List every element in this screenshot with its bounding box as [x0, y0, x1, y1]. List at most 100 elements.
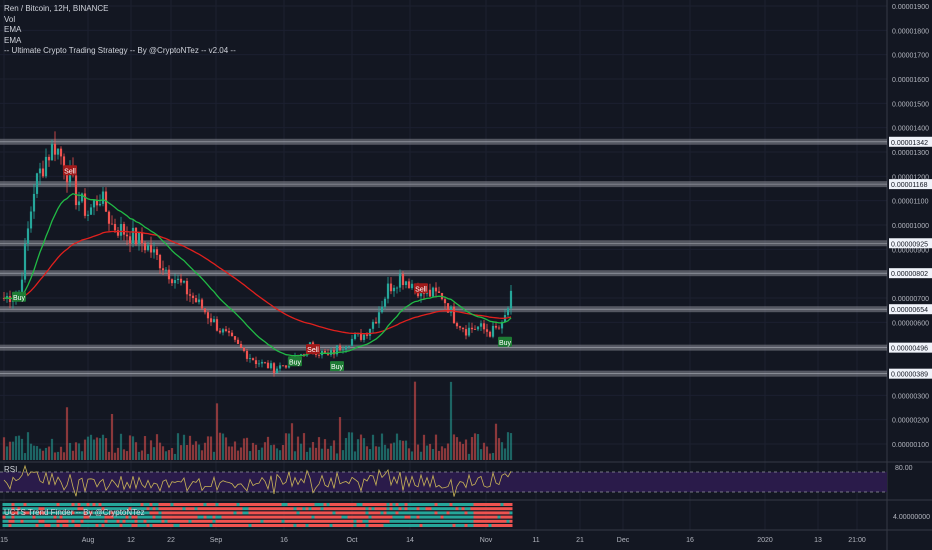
- trend-cell: [281, 524, 285, 527]
- trend-cell: [11, 503, 15, 506]
- trend-cell: [14, 519, 18, 523]
- trend-cell: [302, 519, 306, 523]
- legend-strategy[interactable]: -- Ultimate Crypto Trading Strategy -- B…: [4, 46, 236, 55]
- trend-cell: [296, 519, 300, 523]
- trend-cell: [41, 515, 45, 519]
- trend-cell: [32, 524, 36, 527]
- trend-cell: [506, 511, 510, 515]
- trend-cell: [230, 511, 234, 515]
- trend-cell: [92, 515, 96, 519]
- trend-cell: [416, 511, 420, 515]
- trend-cell: [53, 515, 57, 519]
- symbol-title[interactable]: Ren / Bitcoin, 12H, BINANCE: [4, 4, 109, 13]
- volume-bar: [488, 453, 492, 460]
- trend-cell: [428, 507, 432, 511]
- candle-body: [272, 363, 276, 373]
- volume-bar: [230, 446, 234, 460]
- trend-cell: [128, 519, 132, 523]
- buy-signal: Buy: [498, 336, 512, 347]
- trend-cell: [29, 524, 33, 527]
- trend-cell: [278, 503, 282, 506]
- trend-cell: [140, 524, 144, 527]
- trend-cell: [137, 507, 141, 511]
- trend-cell: [503, 524, 507, 527]
- trend-cell: [374, 507, 378, 511]
- volume-bar: [119, 433, 123, 460]
- legend-ema-2[interactable]: EMA: [4, 35, 22, 45]
- trend-cell: [122, 503, 126, 506]
- candle-body: [125, 234, 129, 237]
- trend-cell: [281, 507, 285, 511]
- volume-bar: [86, 436, 90, 460]
- candle-body: [494, 325, 498, 328]
- volume-bar: [266, 436, 270, 460]
- legend-ema-1[interactable]: EMA: [4, 25, 22, 34]
- candle-body: [98, 203, 102, 206]
- trend-cell: [185, 515, 189, 519]
- rsi-label[interactable]: RSI: [4, 465, 18, 474]
- volume-bar: [50, 438, 54, 460]
- trend-cell: [407, 503, 411, 506]
- trend-cell: [305, 515, 309, 519]
- time-axis-label: 13: [814, 537, 822, 544]
- trend-cell: [464, 511, 468, 515]
- trend-cell: [155, 507, 159, 511]
- candle-body: [386, 283, 390, 299]
- trend-cell: [173, 511, 177, 515]
- trend-cell: [164, 524, 168, 527]
- trend-cell: [338, 503, 342, 506]
- trend-cell: [95, 503, 99, 506]
- trend-cell: [509, 519, 513, 523]
- trend-cell: [35, 511, 39, 515]
- volume-bar: [509, 433, 513, 460]
- volume-bar: [290, 423, 294, 460]
- trend-cell: [449, 503, 453, 506]
- time-axis-label: 14: [406, 537, 414, 544]
- trend-cell: [107, 515, 111, 519]
- trend-cell: [365, 519, 369, 523]
- trend-cell: [98, 503, 102, 506]
- trend-cell: [80, 519, 84, 523]
- trend-cell: [275, 519, 279, 523]
- trend-cell: [170, 503, 174, 506]
- price-axis-label: 0.00000300: [892, 393, 929, 400]
- trend-cell: [107, 503, 111, 506]
- trend-cell: [374, 519, 378, 523]
- trend-cell: [71, 507, 75, 511]
- time-axis-label: 15: [0, 537, 8, 544]
- volume-bar: [107, 451, 111, 460]
- trend-cell: [488, 503, 492, 506]
- trend-finder-label[interactable]: UCTS Trend Finder -- By @CryptoNTez: [4, 508, 145, 517]
- trend-cell: [125, 503, 129, 506]
- candle-body: [251, 358, 255, 361]
- volume-bar: [263, 442, 267, 460]
- trend-cell: [65, 515, 69, 519]
- trend-cell: [245, 507, 249, 511]
- trend-cell: [338, 524, 342, 527]
- trend-cell: [17, 507, 21, 511]
- trend-cell: [371, 519, 375, 523]
- volume-bar: [14, 436, 18, 460]
- trend-cell: [233, 515, 237, 519]
- trend-cell: [446, 515, 450, 519]
- trend-cell: [443, 511, 447, 515]
- trend-cell: [440, 511, 444, 515]
- candle-body: [188, 294, 192, 296]
- candle-body: [461, 327, 465, 330]
- candle-body: [473, 329, 477, 330]
- legend-volume[interactable]: Vol: [4, 14, 16, 24]
- trend-cell: [149, 519, 153, 523]
- candle-body: [146, 244, 150, 251]
- trend-cell: [200, 507, 204, 511]
- trend-cell: [392, 507, 396, 511]
- trend-cell: [167, 515, 171, 519]
- trend-cell: [179, 507, 183, 511]
- trend-cell: [110, 511, 114, 515]
- trend-cell: [461, 507, 465, 511]
- volume-bar: [188, 435, 192, 460]
- candle-body: [155, 249, 159, 255]
- volume-bar: [191, 444, 195, 460]
- trend-cell: [200, 524, 204, 527]
- trend-cell: [329, 519, 333, 523]
